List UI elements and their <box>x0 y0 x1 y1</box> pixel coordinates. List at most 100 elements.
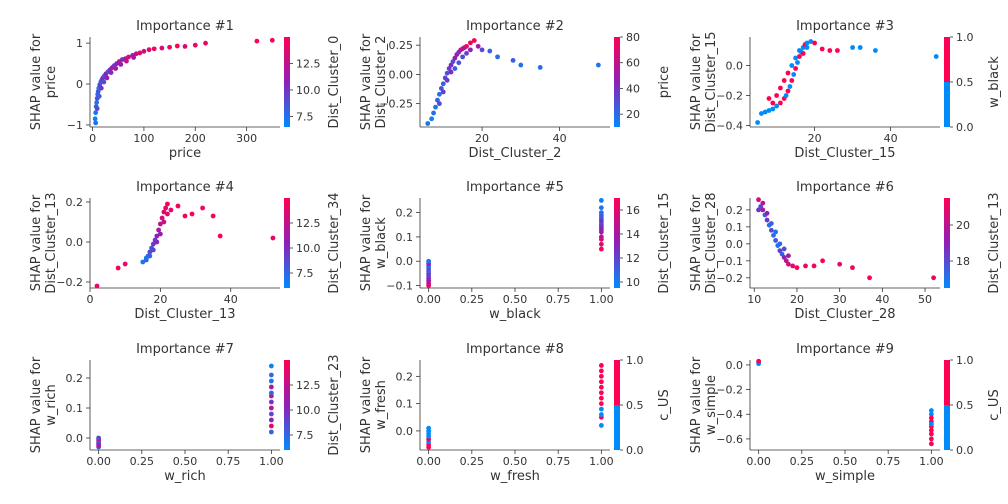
colorbar-gradient <box>614 37 620 127</box>
data-point <box>174 43 180 49</box>
y-tick-label: 0.1 <box>726 221 744 234</box>
data-point <box>781 78 787 83</box>
data-point <box>146 47 152 53</box>
colorbar-gradient <box>284 360 290 450</box>
data-point <box>797 48 802 53</box>
y-tick-label: 0.0 <box>726 60 744 73</box>
x-tick-label: 1.00 <box>589 455 614 468</box>
colorbar-tick-label: 60 <box>626 57 640 70</box>
colorbar-tick-label: 1.0 <box>956 31 974 44</box>
y-tick-label: 0.1 <box>66 402 84 415</box>
x-tick-label: 20 <box>790 293 804 306</box>
data-point <box>217 233 223 239</box>
data-point <box>104 75 110 81</box>
y-tick-label: 0.2 <box>66 372 84 385</box>
data-point <box>122 261 128 267</box>
data-point <box>820 258 825 264</box>
x-tick-label: 10 <box>747 293 761 306</box>
data-point <box>928 427 934 433</box>
x-tick-label: 0.00 <box>746 455 771 468</box>
data-point <box>200 205 205 211</box>
y-axis-label-line-1: SHAP value for <box>29 33 44 130</box>
data-point <box>928 441 934 447</box>
data-point <box>115 265 121 271</box>
x-tick-label: 0.75 <box>546 455 571 468</box>
data-point <box>931 275 936 281</box>
data-point <box>165 211 170 217</box>
colorbar-high-segment <box>614 360 620 405</box>
data-point <box>786 253 791 259</box>
x-tick-label: 20 <box>475 132 489 145</box>
data-point <box>819 46 825 52</box>
subplot-title: Importance #3 <box>796 19 894 34</box>
colorbar-label: w_black <box>987 56 1002 108</box>
data-point <box>268 399 274 405</box>
colorbar-label: price <box>657 66 672 98</box>
data-point <box>143 255 149 261</box>
y-axis-label-line-1: SHAP value for <box>689 33 704 130</box>
data-point <box>598 373 604 379</box>
x-tick-label: 40 <box>224 293 238 306</box>
data-point <box>766 108 772 113</box>
data-point <box>794 265 800 271</box>
data-point <box>433 104 438 110</box>
data-point <box>495 54 500 60</box>
data-point <box>803 263 808 269</box>
data-point <box>446 66 452 71</box>
data-point <box>785 70 791 76</box>
data-point <box>94 283 100 289</box>
y-tick-label: 0.0 <box>396 425 414 438</box>
colorbar-label: c_US <box>987 389 1002 420</box>
data-point <box>598 241 604 247</box>
data-point <box>598 384 604 390</box>
scatter-points <box>756 197 936 281</box>
x-tick-label: 20 <box>808 132 822 145</box>
data-point <box>835 48 840 53</box>
subplot-3: Importance #3 20 40 −0.4 −0.2 0.0 Dist_Cluster… <box>689 19 1002 161</box>
data-point <box>760 207 766 213</box>
colorbar-tick-label: 10.0 <box>296 404 321 417</box>
colorbar: 0.0 0.5 1.0 c_US <box>614 354 672 457</box>
colorbar-label: Dist_Cluster_13 <box>987 192 1002 293</box>
colorbar-tick-label: 80 <box>626 31 640 44</box>
data-point <box>159 45 165 51</box>
data-point <box>850 45 855 50</box>
data-point <box>873 48 878 53</box>
data-point <box>837 261 843 267</box>
y-tick-label: 0.2 <box>726 204 744 217</box>
data-point <box>438 86 444 91</box>
y-axis-label-line-1: SHAP value for <box>359 33 374 130</box>
data-point <box>96 435 102 441</box>
scatter-points <box>94 201 276 289</box>
data-point <box>808 39 814 44</box>
data-point <box>764 217 770 223</box>
data-point <box>161 219 167 225</box>
colorbar-tick-label: 0.0 <box>626 444 644 457</box>
colorbar-low-segment <box>944 405 950 450</box>
data-point <box>928 421 934 427</box>
data-point <box>760 200 766 206</box>
y-tick-label: −0.6 <box>716 433 743 446</box>
data-point <box>811 263 817 269</box>
colorbar-tick-label: 20 <box>626 108 640 121</box>
colorbar: 0.0 0.5 1.0 c_US <box>944 354 1002 457</box>
data-point <box>785 88 791 94</box>
data-point <box>933 54 939 59</box>
y-tick-label: 0.0 <box>726 238 744 251</box>
data-point <box>436 101 442 107</box>
x-axis-label: w_simple <box>815 469 875 484</box>
data-point <box>108 70 114 75</box>
data-point <box>118 62 124 67</box>
data-point <box>598 395 604 401</box>
x-tick-label: 0.25 <box>460 293 485 306</box>
y-tick-label: −0.25 <box>379 98 413 111</box>
data-point <box>163 205 169 211</box>
data-point <box>804 40 810 46</box>
colorbar-tick-label: 0.0 <box>956 444 974 457</box>
colorbar-high-segment <box>944 37 950 82</box>
data-point <box>113 66 119 71</box>
data-point <box>444 70 450 76</box>
data-point <box>762 109 768 115</box>
colorbar-label: Dist_Cluster_0 <box>327 36 342 129</box>
subplot-9: Importance #9 0.00 0.25 0.50 0.75 1.00 −0.6 −0.… <box>689 342 1002 484</box>
